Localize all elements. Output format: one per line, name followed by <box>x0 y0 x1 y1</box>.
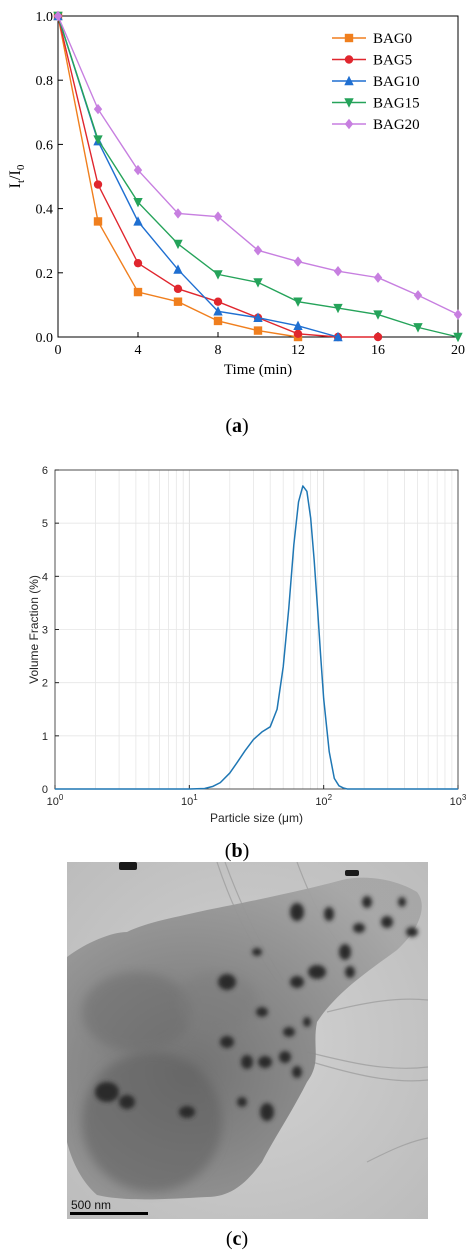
x-axis-label: Particle size (μm) <box>210 811 303 825</box>
y-tick-label: 0 <box>42 784 48 796</box>
legend-label: BAG20 <box>373 117 420 133</box>
x-tick-label: 103 <box>450 793 467 808</box>
data-point <box>253 326 263 335</box>
legend-label: BAG10 <box>373 74 420 90</box>
data-point <box>133 164 143 176</box>
x-tick-label: 100 <box>47 793 64 808</box>
data-point <box>173 284 183 294</box>
y-tick-label: 3 <box>42 625 48 637</box>
data-point <box>293 320 303 330</box>
data-point <box>93 103 103 115</box>
legend-marker <box>344 55 354 64</box>
data-point <box>373 272 383 283</box>
y-tick-label: 0.4 <box>36 203 54 218</box>
data-point <box>453 332 463 343</box>
scale-bar-label: 500 nm <box>71 1198 112 1212</box>
decolorization-line-chart: 0 4 8 12 16 20 0.0 0.2 0.4 0.6 0.8 1.0 Time (min) It/… <box>7 10 465 378</box>
data-point <box>133 287 143 297</box>
data-point <box>133 258 143 268</box>
legend: BAG0 BAG5 BAG10 BAG15 BAG20 <box>332 31 420 133</box>
data-point <box>173 208 183 219</box>
data-point <box>333 331 343 342</box>
data-point <box>333 303 343 314</box>
series-line <box>57 15 378 338</box>
data-point <box>173 297 183 306</box>
data-point <box>413 290 423 301</box>
x-tick-label: 101 <box>181 793 198 808</box>
data-point <box>253 278 263 288</box>
y-tick-label: 0.6 <box>36 138 54 153</box>
y-tick-label: 0.8 <box>36 74 54 89</box>
plot-frame <box>57 15 459 338</box>
y-tick-label: 1 <box>42 731 48 743</box>
data-point <box>133 197 143 208</box>
x-tick-label: 12 <box>291 343 305 358</box>
y-tick-label: 4 <box>42 571 48 583</box>
data-point <box>253 312 263 322</box>
legend-label: BAG15 <box>373 96 420 112</box>
data-point <box>133 216 143 226</box>
x-tick-label: 0 <box>55 343 62 358</box>
data-point <box>333 265 343 277</box>
y-tick-label: 2 <box>42 678 48 690</box>
y-axis-label: Volume Fraction (%) <box>27 575 41 684</box>
x-axis-label: Time (min) <box>224 362 292 378</box>
data-point <box>213 316 223 326</box>
legend-marker <box>344 75 354 86</box>
data-point <box>293 329 303 338</box>
data-point <box>413 323 423 333</box>
x-tick-label: 20 <box>451 343 465 358</box>
series-line <box>57 15 339 338</box>
y-tick-label: 1.0 <box>36 10 54 25</box>
distribution-curve <box>55 485 458 790</box>
data-point <box>213 211 223 222</box>
x-tick-label: 16 <box>371 343 385 358</box>
series-bag5 <box>53 11 383 342</box>
series-bag10 <box>53 10 343 342</box>
tem-micrograph: 500 nm <box>67 862 428 1219</box>
data-point <box>213 306 223 316</box>
legend-label: BAG5 <box>373 53 412 69</box>
data-point <box>253 245 263 256</box>
y-tick-label: 0.0 <box>36 331 54 346</box>
y-axis-label: It/I0 <box>7 164 27 188</box>
legend-label: BAG0 <box>373 31 412 47</box>
data-point <box>173 239 183 250</box>
data-point <box>93 180 103 189</box>
data-point <box>173 264 183 274</box>
legend-marker <box>344 33 354 43</box>
data-point <box>373 332 383 342</box>
data-point <box>453 309 463 320</box>
data-point <box>213 297 223 306</box>
legend-marker <box>344 98 354 108</box>
caption-a: (a) <box>225 415 249 437</box>
panel-a-chart: 0 4 8 12 16 20 0.0 0.2 0.4 0.6 0.8 1.0 Time (min) It/… <box>0 0 474 380</box>
data-point <box>373 310 383 320</box>
data-point <box>93 135 103 145</box>
legend-marker <box>344 118 354 130</box>
x-tick-label: 102 <box>315 793 332 808</box>
caption-c: (c) <box>225 1228 249 1250</box>
data-point <box>53 10 63 22</box>
panel-b-chart: 0 1 2 3 4 5 6 100 101 102 103 Particle size (μm) Vol… <box>0 455 474 845</box>
particle-size-distribution-chart: 0 1 2 3 4 5 6 100 101 102 103 Particle size (μm) Vol… <box>27 465 467 825</box>
data-point <box>213 270 223 280</box>
data-point <box>293 297 303 307</box>
tem-image-drawing <box>67 862 428 1219</box>
data-point <box>93 217 103 226</box>
caption-b: (b) <box>224 840 250 862</box>
data-point <box>293 256 303 267</box>
x-tick-label: 8 <box>215 343 222 358</box>
scale-bar <box>70 1212 148 1215</box>
y-tick-label: 5 <box>42 518 48 530</box>
y-tick-label: 0.2 <box>36 267 54 282</box>
x-tick-label: 4 <box>135 343 142 358</box>
y-tick-label: 6 <box>42 465 48 477</box>
series-bag20 <box>53 10 463 320</box>
